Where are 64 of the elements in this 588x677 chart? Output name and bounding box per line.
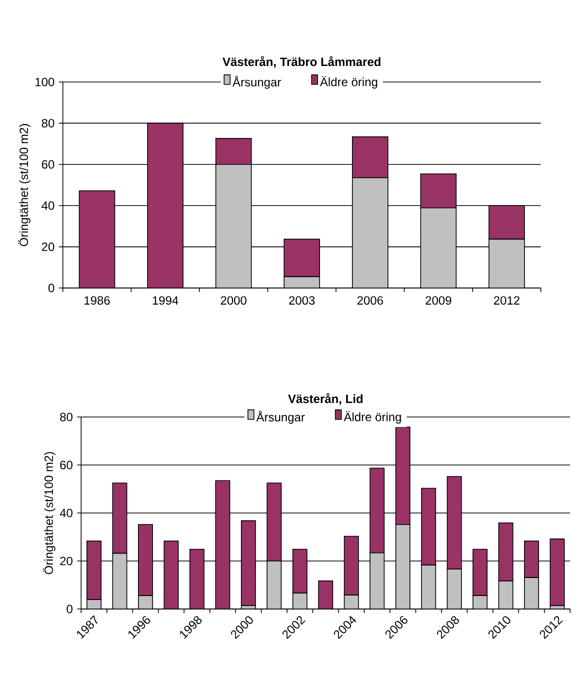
bar — [352, 177, 388, 288]
y-axis-title: Öringtäthet (st/100 m2) — [18, 124, 30, 246]
bar — [498, 522, 514, 582]
y-tick-label: 20 — [42, 242, 54, 252]
bar — [395, 524, 410, 609]
bar — [421, 564, 436, 609]
bar — [164, 540, 179, 609]
y-tick-label: 80 — [42, 118, 54, 128]
bar — [240, 520, 256, 606]
y-tick-label: 60 — [42, 160, 54, 169]
x-tick-label: 2012 — [494, 296, 520, 305]
chart-title: Västerån, Träbro Låmmared — [222, 56, 380, 68]
x-tick-label: 2003 — [289, 296, 315, 305]
y-tick-label: 100 — [36, 78, 54, 86]
bar — [446, 568, 462, 609]
y-tick-label: 40 — [42, 201, 54, 210]
bar — [421, 488, 436, 566]
bar — [112, 482, 128, 554]
bar — [370, 468, 385, 554]
bar — [284, 276, 320, 288]
chart-title: Västerån, Lid — [288, 393, 363, 405]
bar — [292, 548, 308, 594]
bar — [344, 536, 359, 596]
bar — [215, 480, 230, 609]
y-tick-label: 0 — [66, 604, 72, 614]
bar — [488, 238, 525, 288]
y-tick-label: 20 — [60, 556, 72, 566]
bar — [78, 190, 116, 288]
bar — [318, 580, 334, 609]
bar — [488, 205, 525, 240]
bar — [550, 538, 565, 606]
bar — [292, 592, 308, 609]
x-tick-label: 2009 — [426, 296, 452, 305]
bar — [284, 238, 320, 278]
bar — [420, 173, 457, 208]
bar — [86, 540, 102, 600]
legend-label: Äldre öring — [320, 76, 378, 89]
bar — [266, 482, 282, 562]
bar — [498, 580, 514, 609]
y-tick-label: 0 — [48, 284, 54, 292]
bar — [215, 138, 252, 165]
legend-label: Äldre öring — [344, 411, 401, 424]
bar — [472, 548, 488, 596]
bar — [370, 552, 385, 609]
bar — [352, 136, 388, 178]
bar — [446, 476, 462, 570]
y-tick-label: 60 — [60, 460, 72, 470]
y-tick-label: 80 — [60, 412, 72, 422]
bar — [138, 524, 153, 596]
x-tick-label: 2000 — [220, 296, 246, 305]
bar — [147, 122, 184, 288]
bar — [266, 560, 282, 609]
bar — [215, 164, 252, 288]
y-tick-label: 40 — [60, 508, 72, 518]
y-axis-title: Öringtäthet (st/100 m2) — [42, 452, 56, 574]
bar — [112, 552, 128, 609]
legend-label: Årsungar — [256, 410, 305, 424]
x-tick-label: 2006 — [357, 296, 383, 305]
bar — [189, 548, 204, 609]
bar — [395, 426, 410, 525]
x-tick-label: 1986 — [84, 296, 110, 305]
bar — [420, 207, 457, 288]
x-tick-label: 1994 — [152, 296, 178, 305]
legend-label: Årsungar — [232, 76, 281, 89]
